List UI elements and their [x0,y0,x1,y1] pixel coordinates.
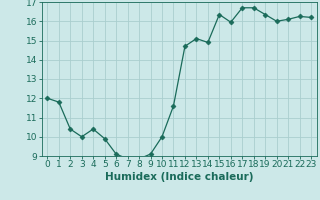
X-axis label: Humidex (Indice chaleur): Humidex (Indice chaleur) [105,172,253,182]
